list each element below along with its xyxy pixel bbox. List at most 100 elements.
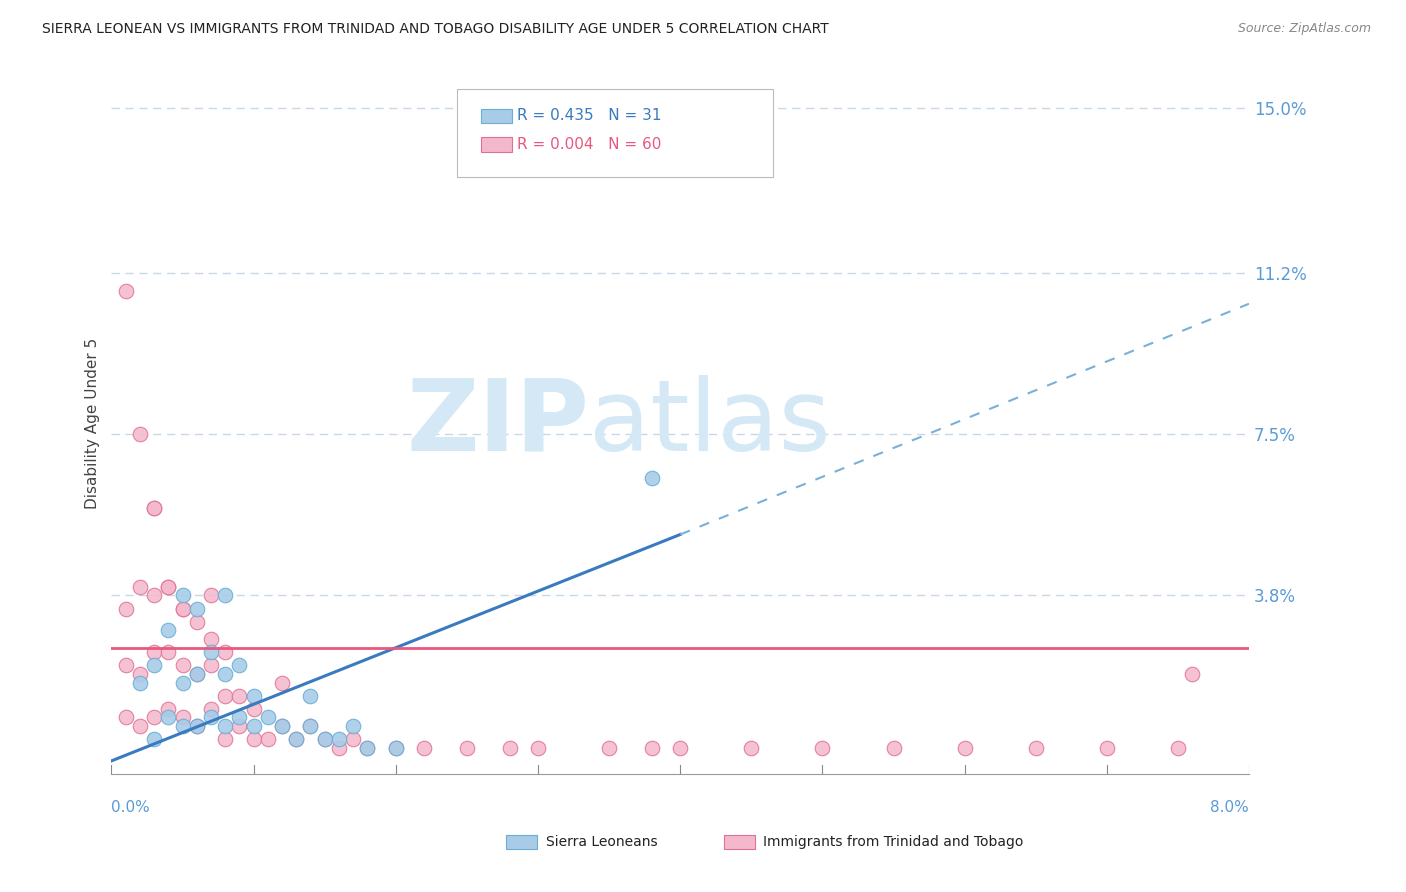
Point — [200, 658, 222, 673]
Point — [128, 719, 150, 733]
Point — [186, 615, 208, 629]
Point — [214, 719, 236, 733]
Text: atlas: atlas — [589, 375, 831, 472]
Point — [172, 601, 194, 615]
Point — [385, 740, 408, 755]
Point — [214, 689, 236, 703]
Point — [186, 601, 208, 615]
Point — [114, 284, 136, 298]
Point — [114, 658, 136, 673]
Text: Source: ZipAtlas.com: Source: ZipAtlas.com — [1237, 22, 1371, 36]
Point — [157, 580, 180, 594]
Point — [271, 719, 294, 733]
Point — [172, 710, 194, 724]
Y-axis label: Disability Age Under 5: Disability Age Under 5 — [86, 338, 100, 509]
Point — [143, 710, 166, 724]
Point — [143, 658, 166, 673]
Point — [1181, 666, 1204, 681]
Point — [114, 601, 136, 615]
Point — [953, 740, 976, 755]
Point — [498, 740, 520, 755]
Point — [128, 675, 150, 690]
Point — [157, 580, 180, 594]
Point — [228, 689, 250, 703]
Point — [342, 719, 364, 733]
Text: Sierra Leoneans: Sierra Leoneans — [546, 835, 657, 849]
Point — [128, 580, 150, 594]
Text: R = 0.435   N = 31: R = 0.435 N = 31 — [517, 109, 662, 123]
Point — [143, 501, 166, 516]
Point — [214, 666, 236, 681]
Point — [256, 710, 278, 724]
Point — [271, 719, 294, 733]
Point — [186, 719, 208, 733]
Point — [143, 501, 166, 516]
Point — [342, 732, 364, 747]
Point — [200, 632, 222, 646]
Point — [299, 719, 322, 733]
Point — [214, 732, 236, 747]
Point — [1025, 740, 1047, 755]
Point — [214, 589, 236, 603]
Point — [299, 689, 322, 703]
Point — [228, 719, 250, 733]
Point — [356, 740, 378, 755]
Point — [143, 645, 166, 659]
Text: ZIP: ZIP — [406, 375, 589, 472]
Point — [228, 658, 250, 673]
Point — [242, 732, 264, 747]
Point — [143, 732, 166, 747]
Point — [242, 689, 264, 703]
Point — [186, 666, 208, 681]
Point — [256, 732, 278, 747]
Point — [328, 740, 350, 755]
Point — [314, 732, 336, 747]
Point — [157, 710, 180, 724]
Point — [200, 710, 222, 724]
Point — [114, 710, 136, 724]
Point — [128, 427, 150, 442]
Point — [157, 645, 180, 659]
Point — [314, 732, 336, 747]
Point — [242, 719, 264, 733]
Point — [172, 658, 194, 673]
Point — [740, 740, 762, 755]
Point — [172, 675, 194, 690]
Point — [385, 740, 408, 755]
Text: 0.0%: 0.0% — [111, 800, 150, 815]
Point — [214, 645, 236, 659]
Point — [271, 675, 294, 690]
Text: Immigrants from Trinidad and Tobago: Immigrants from Trinidad and Tobago — [763, 835, 1024, 849]
Point — [1095, 740, 1118, 755]
Point — [172, 601, 194, 615]
Point — [200, 701, 222, 715]
Point — [186, 719, 208, 733]
Point — [527, 740, 550, 755]
Point — [598, 740, 620, 755]
Point — [186, 666, 208, 681]
Point — [172, 719, 194, 733]
Point — [228, 710, 250, 724]
Point — [285, 732, 308, 747]
Point — [172, 589, 194, 603]
Point — [883, 740, 905, 755]
Text: SIERRA LEONEAN VS IMMIGRANTS FROM TRINIDAD AND TOBAGO DISABILITY AGE UNDER 5 COR: SIERRA LEONEAN VS IMMIGRANTS FROM TRINID… — [42, 22, 830, 37]
Point — [200, 589, 222, 603]
Point — [299, 719, 322, 733]
Text: 8.0%: 8.0% — [1211, 800, 1249, 815]
Point — [356, 740, 378, 755]
Point — [413, 740, 436, 755]
Point — [641, 471, 664, 485]
Point — [811, 740, 834, 755]
Point — [669, 740, 692, 755]
Point — [128, 666, 150, 681]
Point — [200, 645, 222, 659]
Point — [641, 740, 664, 755]
Point — [328, 732, 350, 747]
Point — [143, 589, 166, 603]
Point — [157, 701, 180, 715]
Point — [456, 740, 478, 755]
Point — [242, 701, 264, 715]
Text: R = 0.004   N = 60: R = 0.004 N = 60 — [517, 137, 662, 152]
Point — [1167, 740, 1189, 755]
